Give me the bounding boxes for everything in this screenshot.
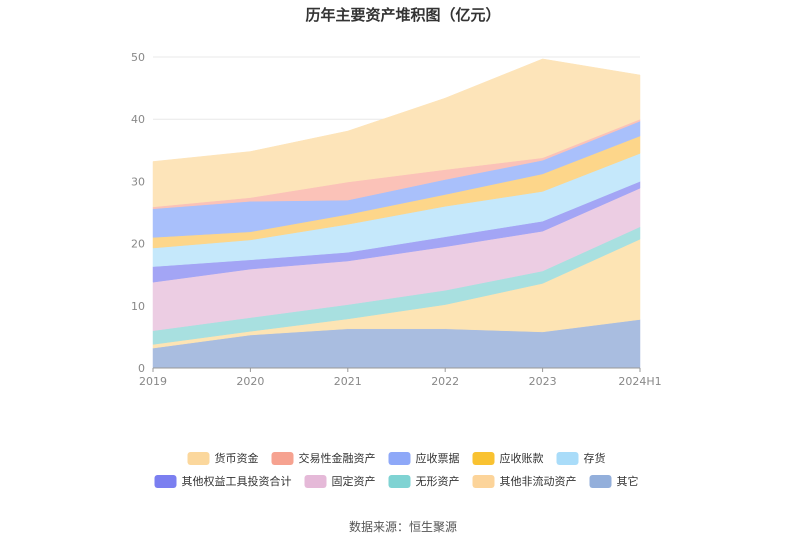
chart-title: 历年主要资产堆积图（亿元） [305,6,500,24]
legend-swatch [556,452,579,465]
legend-item[interactable]: 其它 [589,474,639,488]
legend-label: 存货 [584,451,606,465]
x-tick-label: 2024H1 [618,375,661,388]
x-tick-label: 2019 [139,375,167,388]
y-tick-label: 40 [131,113,145,126]
legend-swatch [589,475,612,488]
legend-swatch [472,475,495,488]
legend-label: 其他权益工具投资合计 [182,474,292,488]
legend-label: 固定资产 [332,474,376,488]
x-tick-label: 2022 [431,375,459,388]
y-tick-label: 0 [138,362,145,375]
y-tick-label: 10 [131,300,145,313]
axes: 0 10 20 30 40 50 2019 2020 2021 2022 2023 2024H1 [131,51,662,388]
legend-item[interactable]: 应收票据 [388,451,460,465]
legend-label: 应收票据 [416,451,460,465]
legend-label: 无形资产 [416,474,460,488]
legend-swatch [388,452,411,465]
legend-label: 其他非流动资产 [500,474,577,488]
y-tick-label: 30 [131,175,145,188]
series-areas [152,58,641,369]
legend-swatch [472,452,495,465]
legend-swatch [187,452,210,465]
x-tick-label: 2023 [529,375,557,388]
legend-swatch [304,475,327,488]
legend-item[interactable]: 应收账款 [472,451,544,465]
data-source: 数据来源：恒生聚源 [349,519,457,534]
legend-label: 应收账款 [500,451,544,465]
legend-item[interactable]: 存货 [556,451,606,465]
area-series-9 [152,58,641,208]
legend-item[interactable]: 其他非流动资产 [472,474,577,488]
legend-item[interactable]: 货币资金 [187,451,259,465]
legend-swatch [388,475,411,488]
legend-label: 交易性金融资产 [299,451,376,465]
legend-label: 其它 [617,474,639,488]
legend-item[interactable]: 其他权益工具投资合计 [154,474,292,488]
legend-item[interactable]: 交易性金融资产 [271,451,376,465]
x-tick-label: 2021 [334,375,362,388]
legend-swatch [271,452,294,465]
y-tick-label: 20 [131,238,145,251]
legend-item[interactable]: 固定资产 [304,474,376,488]
x-tick-label: 2020 [236,375,264,388]
legend-item[interactable]: 无形资产 [388,474,460,488]
legend-label: 货币资金 [215,451,259,465]
y-tick-label: 50 [131,51,145,64]
legend-swatch [154,475,177,488]
